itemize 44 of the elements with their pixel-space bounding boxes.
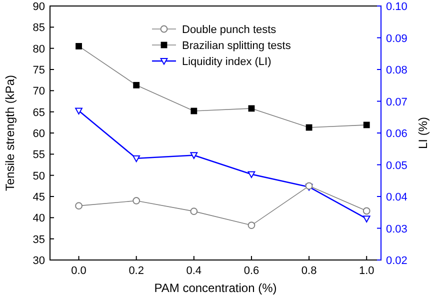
y-tick-label: 50 [32, 170, 45, 182]
legend-label: Liquidity index (LI) [182, 56, 272, 68]
y-tick-label: 60 [32, 128, 45, 140]
x-axis-title: PAM concentration (%) [154, 281, 277, 295]
y2-tick-label: 0.03 [386, 223, 408, 236]
point [75, 202, 82, 210]
y2-tick-label: 0.05 [386, 160, 408, 172]
x-tick-label: 0.4 [186, 265, 202, 277]
point [248, 222, 256, 229]
y-tick-label: 40 [32, 212, 45, 225]
y2-tick-label: 0.02 [386, 255, 408, 267]
x-tick-label: 0.8 [301, 265, 317, 277]
point [190, 208, 198, 216]
x-tick-label: 0.6 [244, 265, 260, 277]
x-tick-label: 0.0 [71, 265, 86, 277]
y-tick-label: 90 [32, 1, 45, 13]
y2-tick-label: 0.09 [386, 32, 408, 45]
y-tick-label: 65 [32, 106, 45, 119]
point [132, 197, 140, 204]
y-tick-label: 75 [32, 64, 45, 76]
y-axis-title: Tensile strength (kPa) [3, 74, 17, 192]
y-tick-label: 85 [32, 22, 45, 34]
y-tick-label: 30 [32, 255, 45, 267]
y-tick-label: 70 [32, 86, 45, 98]
y-tick-label: 80 [32, 43, 45, 56]
y2-tick-label: 0.04 [386, 192, 408, 204]
y-tick-label: 45 [32, 192, 45, 204]
y2-tick-label: 0.06 [386, 128, 408, 140]
x-tick-label: 0.2 [128, 265, 144, 277]
y2-tick-label: 0.07 [386, 96, 408, 108]
point [132, 155, 140, 162]
point [362, 216, 370, 222]
y2-tick-label: 0.08 [386, 64, 408, 76]
legend-label: Double punch tests [182, 24, 277, 36]
y2-axis-title: LI (%) [416, 116, 430, 150]
point [362, 207, 370, 215]
y-tick-label: 55 [32, 149, 45, 162]
x-tick-label: 1.0 [358, 265, 374, 277]
legend-label: Brazilian splitting tests [182, 40, 292, 52]
point [248, 171, 256, 178]
y-tick-label: 35 [32, 234, 45, 246]
point [190, 152, 198, 159]
y2-tick-label: 0.10 [386, 1, 408, 13]
point [75, 108, 82, 114]
